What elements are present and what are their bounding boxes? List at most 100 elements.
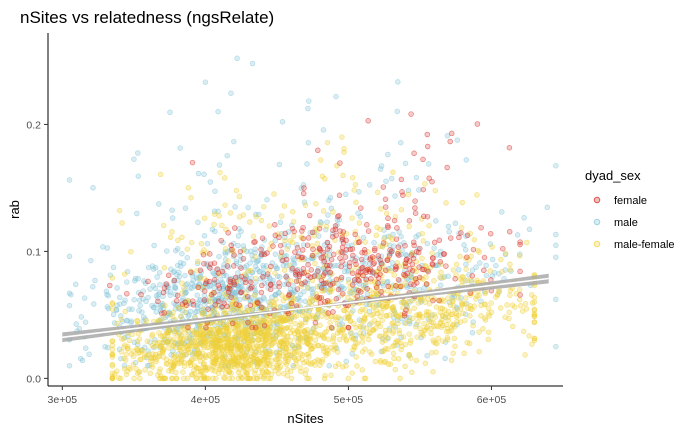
- data-point: [443, 200, 449, 206]
- data-point: [306, 335, 312, 342]
- data-point: [449, 311, 456, 318]
- data-point: [114, 320, 120, 327]
- data-point: [276, 350, 283, 357]
- data-point: [529, 300, 536, 306]
- data-point: [383, 178, 389, 184]
- data-point: [343, 230, 350, 237]
- data-point: [420, 186, 427, 193]
- data-point: [129, 306, 135, 312]
- data-point: [299, 247, 306, 253]
- data-point: [426, 222, 432, 229]
- data-point: [499, 209, 505, 215]
- data-point: [302, 202, 309, 208]
- data-point: [241, 334, 248, 341]
- data-point: [260, 262, 266, 269]
- data-point: [237, 253, 243, 259]
- data-point: [341, 146, 347, 152]
- data-point: [246, 375, 252, 382]
- data-point: [395, 79, 401, 85]
- data-point: [273, 296, 279, 303]
- data-point: [195, 258, 201, 265]
- x-tick-label: 3e+05: [48, 394, 78, 406]
- data-point: [406, 331, 412, 337]
- data-point: [216, 291, 223, 298]
- data-point: [334, 349, 341, 355]
- data-point: [265, 375, 272, 382]
- data-point: [531, 319, 538, 326]
- data-point: [478, 312, 484, 319]
- data-point: [249, 252, 255, 259]
- data-point: [336, 192, 343, 199]
- data-point: [382, 204, 389, 210]
- data-point: [365, 228, 372, 234]
- data-point: [385, 283, 392, 290]
- data-point: [128, 248, 134, 255]
- data-point: [198, 240, 205, 247]
- data-point: [440, 338, 446, 344]
- data-point: [202, 79, 209, 85]
- data-point: [90, 185, 96, 191]
- data-point: [416, 314, 423, 320]
- data-point: [356, 220, 363, 226]
- data-point: [337, 160, 343, 166]
- data-point: [195, 284, 202, 291]
- data-point: [244, 248, 250, 255]
- data-point: [517, 302, 524, 309]
- data-point: [382, 196, 389, 203]
- data-point: [350, 346, 356, 353]
- data-point: [109, 301, 116, 307]
- data-point: [420, 213, 427, 220]
- data-point: [396, 330, 403, 337]
- data-point: [247, 298, 254, 305]
- data-point: [235, 233, 242, 239]
- data-point: [287, 352, 293, 358]
- data-point: [280, 353, 287, 360]
- data-point: [252, 254, 258, 260]
- data-point: [327, 319, 333, 326]
- data-point: [163, 356, 170, 363]
- data-point: [338, 263, 344, 270]
- data-point: [123, 351, 130, 358]
- data-point: [267, 301, 273, 308]
- data-point: [141, 278, 147, 284]
- data-point: [476, 329, 482, 335]
- data-point: [232, 290, 239, 296]
- data-point: [526, 226, 533, 233]
- data-point: [471, 236, 478, 243]
- data-point: [167, 234, 174, 241]
- data-point: [325, 350, 331, 356]
- points-layer: [66, 55, 559, 382]
- data-point: [332, 262, 338, 269]
- data-point: [467, 313, 473, 319]
- data-point: [306, 375, 312, 382]
- data-point: [366, 182, 373, 188]
- data-point: [524, 239, 530, 246]
- data-point: [395, 244, 402, 250]
- data-point: [180, 369, 186, 375]
- data-point: [312, 314, 319, 321]
- data-point: [447, 302, 454, 308]
- data-point: [153, 293, 160, 299]
- data-point: [278, 292, 285, 298]
- data-point: [351, 343, 357, 350]
- data-point: [122, 357, 129, 363]
- data-point: [334, 213, 341, 220]
- data-point: [315, 268, 321, 274]
- data-point: [438, 269, 444, 276]
- data-point: [228, 347, 234, 354]
- data-point: [222, 309, 228, 316]
- data-point: [240, 350, 247, 356]
- data-point: [351, 187, 357, 193]
- data-point: [226, 375, 232, 382]
- data-point: [201, 297, 208, 303]
- data-point: [475, 247, 481, 254]
- data-point: [363, 276, 369, 283]
- data-point: [252, 239, 258, 245]
- data-point: [197, 368, 204, 375]
- data-point: [191, 370, 198, 377]
- data-point: [212, 338, 219, 344]
- data-point: [354, 363, 360, 369]
- data-point: [553, 254, 559, 260]
- data-point: [336, 336, 343, 343]
- data-point: [258, 217, 265, 224]
